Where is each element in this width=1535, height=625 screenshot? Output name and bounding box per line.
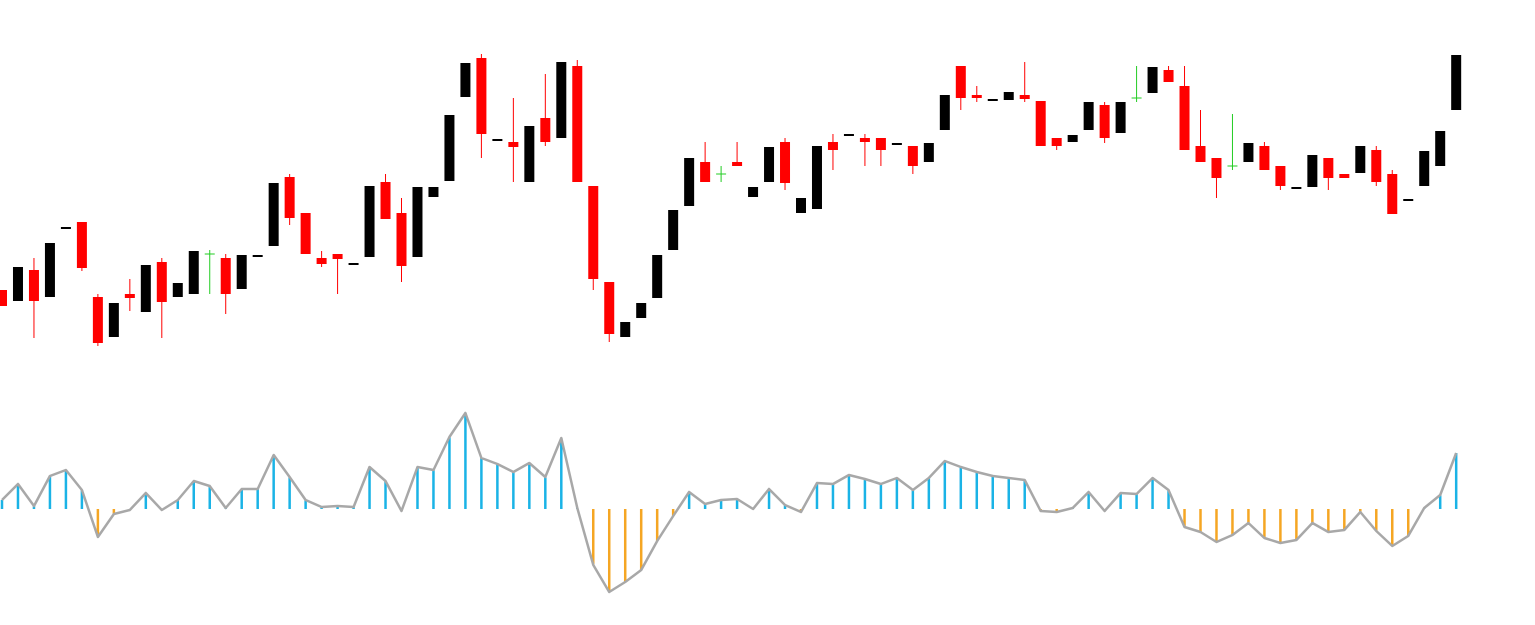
- candle-body: [1019, 95, 1030, 99]
- candle-body: [939, 95, 950, 130]
- candle-body: [588, 186, 599, 279]
- candle-body: [732, 162, 743, 166]
- candle-body: [827, 142, 838, 150]
- candle-body: [1403, 199, 1414, 201]
- candle-body: [652, 255, 663, 298]
- candle-body: [955, 66, 966, 98]
- candle-body: [268, 183, 279, 246]
- candle-body: [0, 290, 7, 306]
- candle-body: [364, 186, 375, 257]
- candle-body: [300, 213, 311, 254]
- candle-body: [412, 187, 423, 257]
- candle-body: [572, 66, 583, 182]
- candle-body: [987, 99, 998, 101]
- candle-body: [476, 58, 487, 134]
- candle-body: [92, 297, 103, 343]
- candle-body: [44, 243, 55, 297]
- candle-body: [444, 115, 455, 181]
- candle-body: [636, 303, 647, 318]
- candle-body: [1371, 150, 1382, 182]
- candle-body: [1243, 143, 1254, 162]
- candle-body: [220, 258, 231, 294]
- candle-body: [524, 126, 535, 182]
- candle-body: [1147, 67, 1158, 93]
- candle-body: [508, 142, 519, 147]
- candle-body: [12, 267, 23, 301]
- candle-body: [28, 270, 39, 301]
- candle-body: [1451, 55, 1462, 110]
- candle-body: [1275, 166, 1286, 186]
- candle-body: [460, 63, 471, 97]
- candle-body: [1099, 105, 1110, 138]
- candle-body: [252, 255, 263, 257]
- candle-body: [60, 227, 71, 229]
- candle-body: [748, 187, 759, 197]
- candle-body: [923, 143, 934, 162]
- candle-body: [172, 283, 183, 297]
- candle-body: [284, 177, 295, 218]
- candle-body: [140, 265, 151, 312]
- candle-body: [796, 198, 806, 213]
- candle-body: [668, 210, 679, 250]
- candle-body: [1003, 92, 1014, 100]
- candle-body: [1035, 101, 1046, 146]
- candle-body: [780, 142, 791, 183]
- candle-body: [396, 213, 407, 266]
- candle-body: [1339, 174, 1350, 178]
- candle-body: [1419, 151, 1430, 186]
- candle-body: [1195, 146, 1206, 162]
- candle-body: [76, 222, 87, 268]
- candle-body: [971, 95, 982, 98]
- candle-body: [1387, 174, 1398, 214]
- candle-body: [1163, 70, 1174, 82]
- candle-body: [620, 322, 631, 337]
- candle-body: [859, 138, 870, 142]
- candle-body: [843, 134, 854, 136]
- candle-body: [684, 158, 695, 206]
- candle-body: [811, 146, 822, 209]
- candle-body: [1051, 138, 1062, 146]
- candle-body: [124, 294, 135, 298]
- candle-body: [1259, 146, 1270, 170]
- candle-body: [236, 255, 247, 289]
- candle-body: [1115, 102, 1126, 133]
- signal-line: [1, 411, 1458, 594]
- candle-body: [891, 143, 902, 145]
- candle-body: [700, 162, 711, 182]
- candle-body: [604, 282, 615, 334]
- candle-body: [1083, 102, 1094, 130]
- candle-body: [1323, 158, 1334, 178]
- candle-body: [1067, 135, 1078, 142]
- candle-body: [380, 182, 391, 219]
- candle-body: [556, 62, 567, 138]
- candle-body: [1211, 158, 1222, 178]
- candle-body: [492, 139, 503, 141]
- candle-body: [156, 262, 167, 302]
- candle-body: [316, 258, 327, 264]
- candle-body: [1179, 86, 1190, 150]
- candle-body: [875, 138, 886, 150]
- candle-body: [1291, 187, 1302, 189]
- candle-body: [907, 146, 918, 166]
- candle-body: [1435, 131, 1446, 166]
- candle-body: [540, 118, 551, 142]
- candle-body: [1307, 155, 1318, 187]
- candle-body: [428, 187, 439, 197]
- candle-body: [348, 263, 359, 265]
- candle-body: [332, 254, 343, 259]
- candle-body: [188, 251, 199, 294]
- candle-body: [1355, 146, 1366, 173]
- candle-body: [764, 147, 775, 182]
- candle-body: [108, 303, 119, 337]
